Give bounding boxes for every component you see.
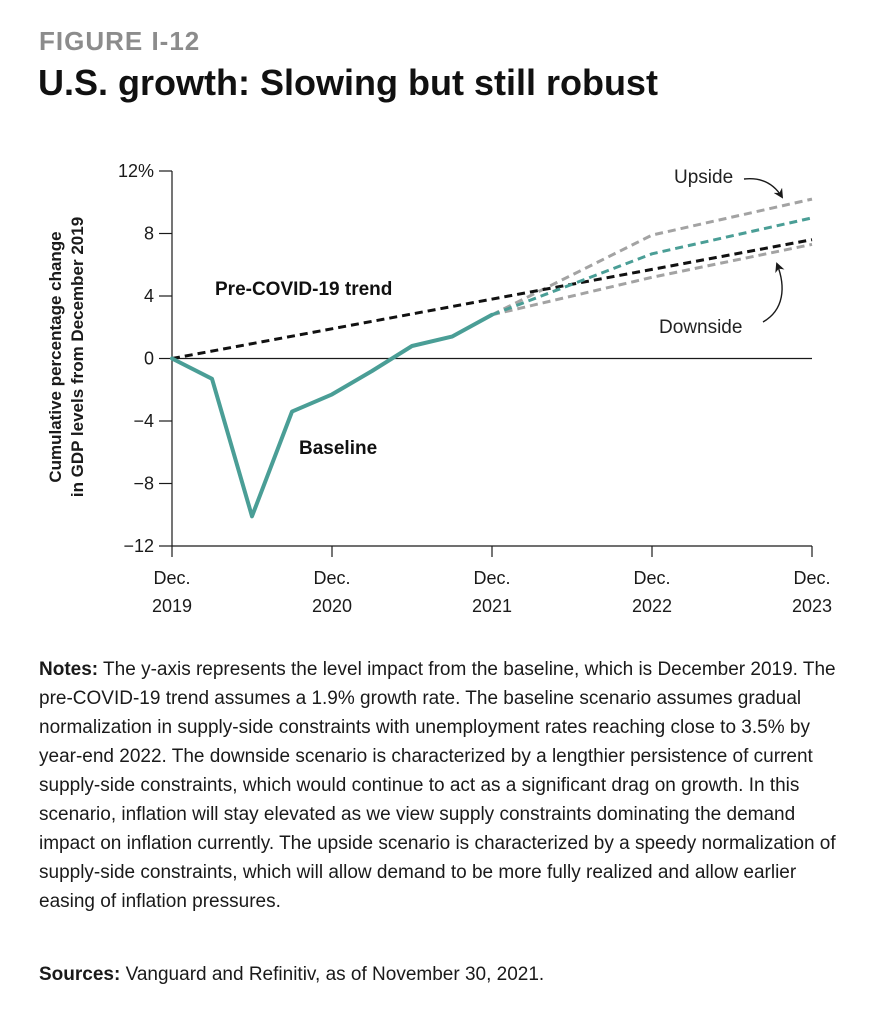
x-tick-label-month: Dec. <box>313 568 350 588</box>
y-axis-label-line2: in GDP levels from December 2019 <box>68 217 87 497</box>
annotation-upside: Upside <box>674 167 733 188</box>
x-tick-label-year: 2019 <box>152 596 192 616</box>
figure-title: U.S. growth: Slowing but still robust <box>38 62 658 103</box>
sources-line: Sources: Vanguard and Refinitiv, as of N… <box>39 960 839 989</box>
series-line-downside <box>491 242 813 317</box>
figure-label: FIGURE I-12 <box>39 26 201 56</box>
annotation-downside: Downside <box>659 317 742 338</box>
x-tick-label-month: Dec. <box>473 568 510 588</box>
y-tick-label: 0 <box>144 349 154 369</box>
y-tick-label: 4 <box>144 286 154 306</box>
series-line-upside <box>491 197 813 317</box>
y-tick-label: −8 <box>133 474 154 494</box>
sources-label: Sources: <box>39 964 121 985</box>
x-tick-label-month: Dec. <box>153 568 190 588</box>
x-tick-label-year: 2022 <box>632 596 672 616</box>
y-axis-label-line1: Cumulative percentage change <box>46 231 65 482</box>
y-tick-label: −12 <box>123 536 154 556</box>
notes-text: The y-axis represents the level impact f… <box>39 659 836 912</box>
notes-label: Notes: <box>39 659 99 680</box>
sources-text: Vanguard and Refinitiv, as of November 3… <box>120 964 545 985</box>
series-line-pre-covid-19-trend <box>171 238 813 360</box>
y-tick-label: −4 <box>133 411 154 431</box>
x-tick-label-year: 2020 <box>312 596 352 616</box>
series-line-baseline <box>170 312 494 519</box>
annotation-baseline: Baseline <box>299 438 377 459</box>
x-tick-label-year: 2023 <box>792 596 832 616</box>
gdp-growth-chart: Cumulative percentage change in GDP leve… <box>46 161 832 616</box>
annotation-pre-covid-trend: Pre-COVID-19 trend <box>215 279 392 300</box>
upside-arrow <box>743 177 784 199</box>
y-tick-label: 12% <box>118 161 154 181</box>
y-tick-label: 8 <box>144 224 154 244</box>
chart-series <box>170 197 813 519</box>
x-tick-label-month: Dec. <box>793 568 830 588</box>
x-tick-label-month: Dec. <box>633 568 670 588</box>
downside-arrow <box>762 262 785 323</box>
notes-paragraph: Notes: The y-axis represents the level i… <box>39 655 839 916</box>
x-tick-label-year: 2021 <box>472 596 512 616</box>
series-line-baseline-projection <box>491 216 813 317</box>
chart-axes: 12% 8 4 0 −4 −8 −12 Dec. 2019 Dec. 2020 Dec. 2021 Dec… <box>118 161 832 616</box>
